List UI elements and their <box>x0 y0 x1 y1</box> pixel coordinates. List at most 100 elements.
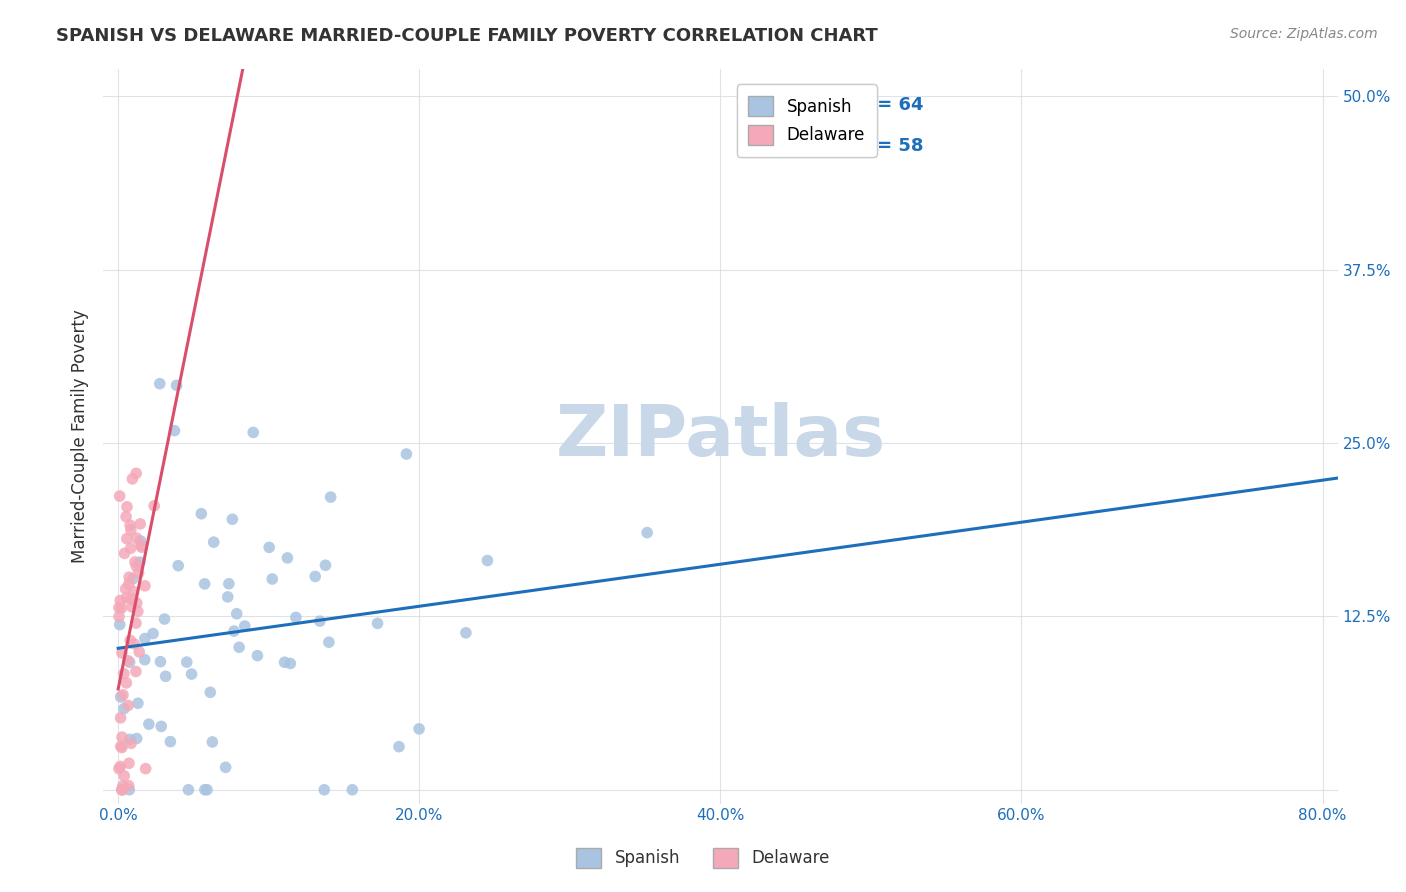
Spanish <box>309 614 332 628</box>
Spanish <box>166 378 188 392</box>
Spanish <box>142 626 165 640</box>
Delaware <box>120 541 142 556</box>
Delaware <box>115 532 138 546</box>
Delaware <box>108 762 131 776</box>
Delaware <box>114 546 136 560</box>
Delaware <box>143 499 166 513</box>
Spanish <box>150 719 173 733</box>
Delaware <box>120 518 142 533</box>
Delaware <box>108 600 131 615</box>
Spanish <box>118 655 141 669</box>
Delaware <box>118 577 141 591</box>
Delaware <box>118 779 141 793</box>
Legend: Spanish, Delaware: Spanish, Delaware <box>737 84 877 156</box>
Spanish <box>167 558 190 573</box>
Spanish <box>367 616 389 631</box>
Spanish <box>149 376 172 391</box>
Spanish <box>194 782 217 797</box>
Spanish <box>246 648 269 663</box>
Spanish <box>118 732 141 747</box>
Delaware <box>111 782 134 797</box>
Spanish <box>284 610 307 624</box>
Spanish <box>108 617 131 632</box>
Legend: Spanish, Delaware: Spanish, Delaware <box>569 841 837 875</box>
Delaware <box>118 756 141 771</box>
Spanish <box>176 655 198 669</box>
Spanish <box>110 690 132 704</box>
Delaware <box>129 516 152 531</box>
Delaware <box>120 591 142 606</box>
Spanish <box>314 782 336 797</box>
Delaware <box>117 654 139 668</box>
Delaware <box>118 570 141 584</box>
Delaware <box>128 645 150 659</box>
Spanish <box>217 590 239 604</box>
Spanish <box>257 541 280 555</box>
Spanish <box>202 535 225 549</box>
Delaware <box>115 509 138 524</box>
Delaware <box>111 730 134 744</box>
Delaware <box>111 688 134 702</box>
Delaware <box>111 779 134 793</box>
Delaware <box>111 782 134 797</box>
Delaware <box>115 591 138 605</box>
Delaware <box>120 523 142 537</box>
Y-axis label: Married-Couple Family Poverty: Married-Couple Family Poverty <box>72 310 89 563</box>
Spanish <box>314 558 336 573</box>
Spanish <box>318 635 340 649</box>
Delaware <box>110 759 132 773</box>
Spanish <box>262 572 284 586</box>
Spanish <box>218 576 240 591</box>
Delaware <box>115 676 138 690</box>
Spanish <box>121 572 143 586</box>
Spanish <box>129 533 152 548</box>
Delaware <box>111 740 134 755</box>
Spanish <box>273 655 295 669</box>
Spanish <box>159 734 181 748</box>
Spanish <box>112 701 135 715</box>
Delaware <box>135 762 157 776</box>
Spanish <box>278 657 301 671</box>
Spanish <box>190 507 212 521</box>
Spanish <box>155 669 177 683</box>
Spanish <box>304 569 326 583</box>
Spanish <box>194 577 217 591</box>
Spanish <box>388 739 411 754</box>
Spanish <box>153 612 176 626</box>
Spanish <box>138 717 160 731</box>
Text: R = 0.446   N = 58: R = 0.446 N = 58 <box>740 136 924 154</box>
Delaware <box>131 540 153 554</box>
Spanish <box>200 685 222 699</box>
Delaware <box>117 698 139 713</box>
Delaware <box>112 769 135 783</box>
Text: ZIPatlas: ZIPatlas <box>555 401 886 471</box>
Delaware <box>125 665 148 679</box>
Spanish <box>195 782 218 797</box>
Delaware <box>127 604 149 618</box>
Delaware <box>125 467 148 481</box>
Spanish <box>125 731 148 746</box>
Delaware <box>110 711 132 725</box>
Delaware <box>111 646 134 660</box>
Spanish <box>221 512 243 526</box>
Text: Source: ZipAtlas.com: Source: ZipAtlas.com <box>1230 27 1378 41</box>
Spanish <box>134 632 156 646</box>
Spanish <box>395 447 418 461</box>
Delaware <box>125 559 148 574</box>
Spanish <box>222 624 245 639</box>
Delaware <box>111 782 134 797</box>
Delaware <box>124 555 146 569</box>
Spanish <box>225 607 247 621</box>
Delaware <box>108 489 131 503</box>
Delaware <box>134 579 156 593</box>
Delaware <box>114 582 136 596</box>
Spanish <box>201 735 224 749</box>
Delaware <box>122 584 145 599</box>
Spanish <box>129 555 152 569</box>
Delaware <box>121 599 143 614</box>
Spanish <box>477 553 499 567</box>
Delaware <box>129 539 152 553</box>
Spanish <box>118 782 141 797</box>
Spanish <box>180 667 202 681</box>
Spanish <box>127 696 149 710</box>
